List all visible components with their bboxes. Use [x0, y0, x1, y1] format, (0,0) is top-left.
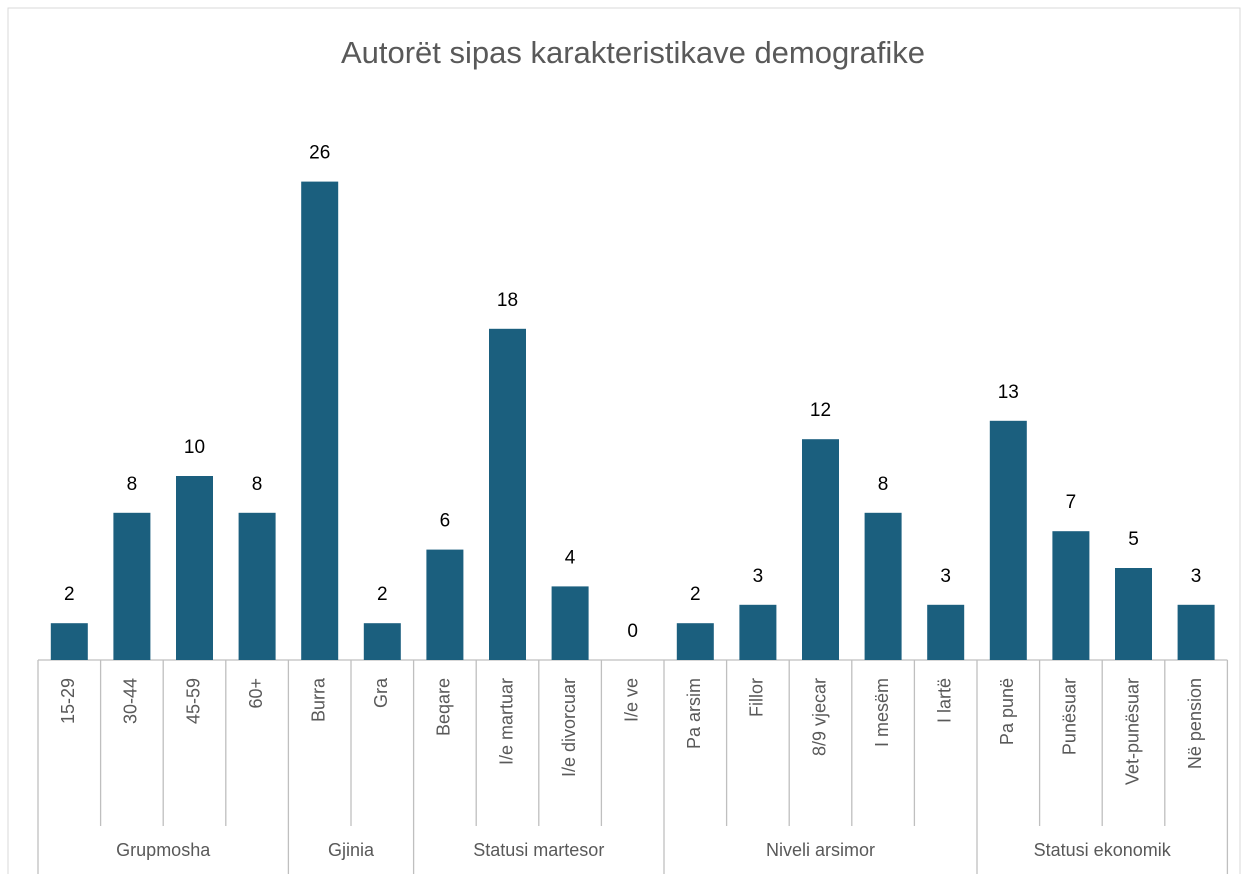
x-tick-label: I/e martuar: [496, 678, 516, 765]
x-tick-label: Gra: [371, 677, 391, 708]
bar: [301, 181, 339, 660]
bar: [113, 512, 151, 660]
data-label: 3: [940, 566, 951, 587]
group-label: Niveli arsimor: [766, 840, 875, 860]
bar: [176, 476, 213, 660]
bar: [551, 586, 589, 660]
data-label: 2: [690, 584, 701, 605]
x-tick-label: 15-29: [58, 678, 78, 724]
x-tick-label: 60+: [246, 678, 266, 709]
bar: [1115, 568, 1152, 660]
bar: [739, 604, 777, 660]
bar: [426, 549, 464, 660]
bar: [1052, 531, 1090, 660]
bar: [802, 439, 839, 660]
bar: [989, 420, 1027, 660]
x-tick-label: Vet-punësuar: [1122, 678, 1142, 785]
data-label: 8: [252, 474, 263, 495]
chart-title: Autorët sipas karakteristikave demografi…: [341, 35, 925, 70]
chart-frame: [7, 7, 1241, 874]
data-label: 26: [309, 143, 330, 164]
data-label: 2: [377, 584, 388, 605]
bar: [927, 604, 965, 660]
data-label: 8: [878, 474, 889, 495]
x-tick-label: 8/9 vjecar: [809, 678, 829, 756]
data-label: 3: [753, 566, 764, 587]
data-label: 2: [64, 584, 75, 605]
x-tick-label: Burra: [308, 677, 328, 722]
data-label: 7: [1066, 492, 1077, 513]
bar: [363, 623, 401, 660]
x-tick-label: Beqare: [434, 678, 454, 736]
data-label: 10: [184, 437, 205, 458]
bar: [238, 512, 276, 660]
x-tick-label: Fillor: [747, 678, 767, 717]
x-tick-label: 30-44: [121, 678, 141, 724]
x-tick-label: 45-59: [183, 678, 203, 724]
data-label: 3: [1191, 566, 1202, 587]
x-tick-label: Pa punë: [997, 678, 1017, 745]
bar: [676, 623, 714, 660]
x-tick-label: I/e divorcuar: [559, 678, 579, 777]
group-label: Statusi ekonomik: [1034, 840, 1172, 860]
x-tick-label: I/e ve: [621, 678, 641, 722]
bar: [489, 328, 526, 660]
data-label: 8: [127, 474, 138, 495]
data-label: 5: [1128, 529, 1139, 550]
group-label: Statusi martesor: [473, 840, 604, 860]
data-label: 0: [627, 621, 638, 642]
bar: [50, 623, 88, 660]
data-label: 12: [810, 400, 831, 421]
bar: [864, 512, 902, 660]
group-label: Gjinia: [328, 840, 375, 860]
x-tick-label: Në pension: [1185, 678, 1205, 769]
group-label: Grupmosha: [116, 840, 211, 860]
x-tick-label: I mesëm: [872, 678, 892, 747]
bar: [1177, 604, 1215, 660]
x-tick-label: I lartë: [934, 678, 954, 723]
data-label: 18: [497, 290, 518, 311]
data-label: 13: [998, 382, 1019, 403]
x-tick-label: Pa arsim: [684, 678, 704, 749]
x-tick-label: Punësuar: [1060, 678, 1080, 755]
data-label: 4: [565, 547, 576, 568]
data-label: 6: [440, 511, 451, 532]
